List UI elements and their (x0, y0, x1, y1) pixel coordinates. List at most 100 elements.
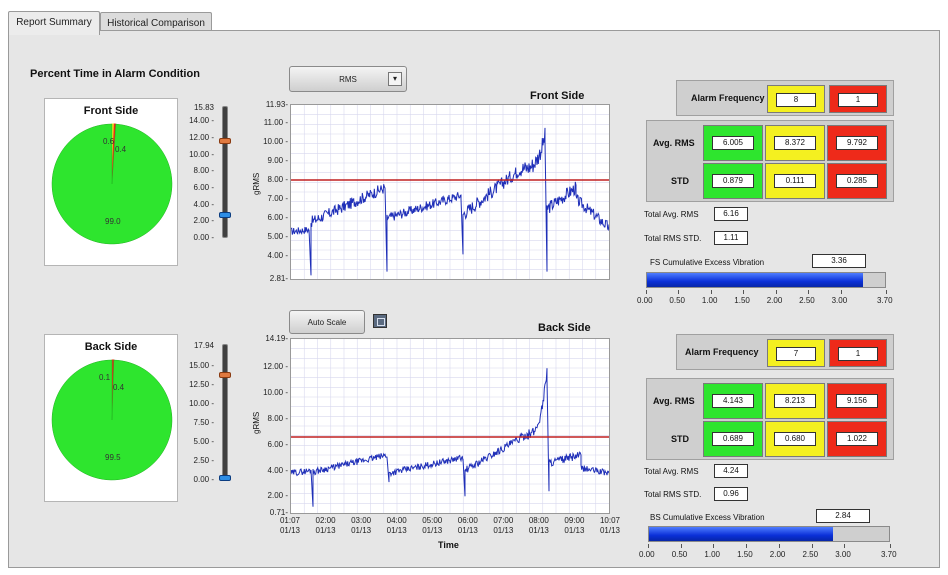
front-scale-tick (808, 290, 810, 294)
front-scale-tick (886, 290, 887, 294)
back-y-tick-label: 6.00 - (267, 439, 288, 449)
back-plot-area[interactable] (290, 338, 610, 514)
back-avg-green-cell: 4.143 (703, 383, 763, 419)
back-pie-title: Back Side (84, 341, 138, 353)
front-cumulative-value: 3.36 (812, 254, 866, 268)
back-y-tick-label: 4.00 - (267, 465, 288, 475)
measurement-dropdown[interactable]: RMS ▾ (289, 66, 407, 92)
front-range-slider[interactable]: 15.83 14.00 - 12.00 - 10.00 - 8.00 - 6.00 - 4… (188, 104, 238, 244)
back-pie-label-yellow: 0.1 (99, 373, 111, 382)
back-scale-tick-label: 1.50 (737, 550, 753, 559)
front-avg-green-cell: 6.005 (703, 125, 763, 161)
back-alarm-frequency-label: Alarm Frequency (685, 347, 759, 357)
front-std-yellow: 0.111 (774, 174, 816, 188)
front-std-green-cell: 0.879 (703, 163, 763, 199)
front-y-tick-label: 4.00 - (267, 251, 288, 261)
chevron-down-icon[interactable]: ▾ (388, 72, 402, 86)
back-std-yellow: 0.680 (774, 432, 816, 446)
front-pie-label-yellow: 0.6 (103, 137, 115, 146)
measurement-dropdown-value: RMS (339, 75, 357, 84)
back-alarm-frequency-red: 1 (838, 347, 878, 361)
back-alarm-frequency-red-cell: 1 (829, 339, 887, 367)
x-tick-label: 06:00 01/13 (457, 516, 478, 535)
x-axis-label: Time (438, 540, 459, 550)
front-slider-tick: 2.00 - (193, 216, 214, 226)
front-y-tick-label: 6.00 - (267, 213, 288, 223)
back-pie-label-green: 99.5 (105, 453, 121, 462)
front-std-label: STD (671, 176, 689, 186)
front-scale-tick (678, 290, 680, 294)
back-scale-tick (811, 544, 813, 548)
front-pie-card: Front Side 0.6 0.4 99.0 (44, 98, 178, 266)
back-avg-yellow: 8.213 (774, 394, 816, 408)
front-slider-tick: 0.00 - (193, 233, 214, 242)
front-pie-title: Front Side (83, 105, 139, 117)
back-statistics-cluster: Avg. RMS STD 4.143 8.213 9.156 0.689 0.6… (646, 378, 894, 460)
back-y-tick-label: 2.00 - (267, 491, 288, 501)
tab-historical-comparison[interactable]: Historical Comparison (100, 12, 212, 34)
back-scale-tick (746, 544, 748, 548)
back-slider-tick: 5.00 - (193, 437, 214, 447)
front-avg-yellow-cell: 8.372 (765, 125, 825, 161)
back-scale-tick (648, 544, 649, 548)
front-scale-tick-label: 1.00 (701, 296, 718, 305)
back-avg-green: 4.143 (712, 394, 754, 408)
front-slider-tick: 6.00 - (193, 182, 214, 192)
front-alarm-frequency-yellow-cell: 8 (767, 85, 825, 113)
back-slider-tick: 10.00 - (189, 399, 214, 409)
front-pie-chart (51, 123, 173, 245)
tab-report-summary[interactable]: Report Summary (8, 11, 100, 35)
front-cumulative-bar (646, 272, 886, 288)
front-cumulative-bar-fill (647, 273, 864, 287)
front-scale-tick (743, 290, 745, 294)
front-plot-area[interactable] (290, 104, 610, 280)
front-cumulative-scale: 0.00 0.50 1.00 1.50 2.00 2.50 3.00 3.70 (637, 290, 893, 308)
back-cumulative-bar (648, 526, 890, 542)
front-y-tick-label: 9.00 - (267, 155, 288, 165)
front-alarm-frequency-red-cell: 1 (829, 85, 887, 113)
back-scale-tick-label: 3.70 (881, 550, 897, 559)
front-cumulative-label: FS Cumulative Excess Vibration (650, 258, 765, 267)
back-slider-lower-handle[interactable] (219, 474, 231, 481)
back-slider-track[interactable] (222, 344, 228, 480)
back-total-avg-label: Total Avg. RMS (644, 467, 699, 476)
back-std-label: STD (671, 434, 689, 444)
back-scale-tick (680, 544, 682, 548)
back-slider-tick: 2.50 - (193, 456, 214, 466)
front-std-red: 0.285 (836, 174, 878, 188)
front-scale-tick-label: 0.00 (637, 296, 653, 305)
front-avg-green: 6.005 (712, 136, 754, 150)
front-scale-tick-label: 0.50 (669, 296, 685, 305)
x-tick-label: 02:00 01/13 (315, 516, 336, 535)
back-scale-tick (890, 544, 891, 548)
auto-scale-button[interactable]: Auto Scale (289, 310, 365, 334)
back-scale-tick-label: 0.00 (639, 550, 655, 559)
back-cumulative-scale: 0.00 0.50 1.00 1.50 2.00 2.50 3.00 3.70 (639, 544, 897, 562)
front-y-tick-label: 7.00 - (267, 194, 288, 204)
front-avg-red: 9.792 (836, 136, 878, 150)
front-slider-track[interactable] (222, 106, 228, 238)
front-slider-lower-handle[interactable] (219, 211, 231, 218)
back-std-green: 0.689 (712, 432, 754, 446)
front-pie-slice-green (51, 123, 173, 245)
app-window: Report Summary Historical Comparison (4, 4, 944, 570)
back-total-std-label: Total RMS STD. (644, 490, 702, 499)
back-alarm-frequency-yellow: 7 (776, 347, 816, 361)
front-slider-tick: 8.00 - (193, 166, 214, 176)
front-scale-tick (840, 290, 842, 294)
back-avg-yellow-cell: 8.213 (765, 383, 825, 419)
back-total-std-value: 0.96 (714, 487, 748, 501)
front-total-avg-value: 6.16 (714, 207, 748, 221)
front-waveform-chart (290, 105, 610, 279)
front-scale-tick (710, 290, 712, 294)
front-scale-tick (775, 290, 777, 294)
back-range-slider[interactable]: 17.94 15.00 - 12.50 - 10.00 - 7.50 - 5.00 - 2… (188, 342, 238, 488)
back-slider-upper-handle[interactable] (219, 372, 231, 379)
front-scale-tick (646, 290, 647, 294)
front-slider-tick: 14.00 - (189, 116, 214, 126)
x-tick-label: 03:00 01/13 (351, 516, 372, 535)
back-slider-tick: 0.00 - (193, 475, 214, 484)
back-y-tick-label: 14.19- (265, 334, 288, 343)
front-slider-upper-handle[interactable] (219, 138, 231, 145)
scale-lock-icon[interactable] (373, 314, 387, 328)
